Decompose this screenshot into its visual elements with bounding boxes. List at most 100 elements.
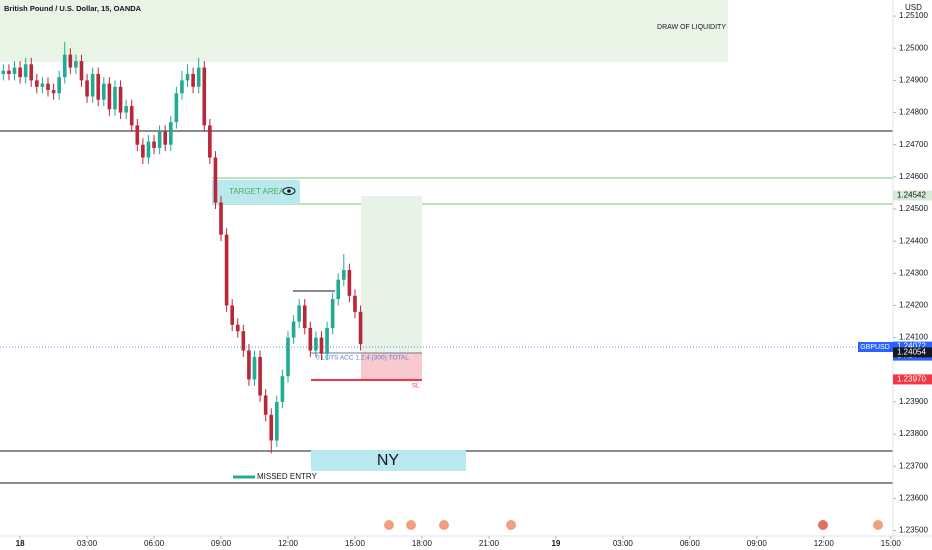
candle-body [57,77,61,94]
candle-body [224,234,229,306]
candle-body [51,90,56,94]
candle-body [269,414,274,441]
y-tick-label: 1.24200 [899,301,928,310]
y-tick-label: 1.24800 [899,108,928,117]
candle-body [46,83,50,91]
candle-body [202,67,207,126]
y-tick-label: 1.23600 [899,493,928,502]
y-tick-label: 1.24900 [899,75,928,84]
candle-body [1,70,6,74]
candle-body [258,356,262,396]
price-label: 1.24054 [897,348,926,357]
candle-body [341,270,346,280]
missed-label: MISSED ENTRY [257,472,318,481]
y-tick-label: 1.24700 [899,140,928,149]
candle-body [185,73,190,81]
price-label-box [893,341,932,352]
x-tick-label: 12:00 [278,539,299,548]
price-label: 1.23970 [897,375,926,384]
y-tick-label: 1.24400 [899,236,928,245]
candle-body [302,305,307,328]
candle-body [12,67,17,74]
candle-body [157,131,162,148]
y-tick-label: 1.24500 [899,204,928,213]
candle-body [347,270,352,296]
price-label: 1.24072 [897,342,926,351]
y-tick-label: 1.24100 [899,333,928,342]
candle-body [163,131,168,145]
profit-zone [361,196,422,353]
candle-body [353,295,357,312]
candle-body [18,67,22,78]
sl-label: SL [412,384,420,390]
x-tick-label: 21:00 [479,539,500,548]
candle-body [79,61,84,81]
event-icons [384,520,883,530]
candle-body [118,86,123,113]
symbol-box [858,342,893,352]
candle-body [40,83,45,87]
price-label-box [893,347,932,358]
eye-icon [287,189,291,193]
candle-body [263,395,268,415]
candle-body [325,327,329,354]
candle-body [230,305,234,325]
symbol-label: GBPUSD [860,344,890,351]
x-tick-label: 06:00 [680,539,701,548]
candle-body [314,337,318,351]
candle-body [129,106,134,126]
y-tick-label: 1.24300 [899,268,928,277]
x-tick-label: 15:00 [345,539,366,548]
x-tick-label: 09:00 [747,539,768,548]
candle-body [74,61,78,68]
candle-body [208,125,212,158]
y-tick-label: 1.25000 [899,43,928,52]
candle-body [319,337,324,354]
candle-body [29,64,34,81]
candle-body [180,80,184,94]
candle-body [141,144,145,158]
candle-body [196,67,201,87]
candle-body [219,202,223,235]
candle-body [336,279,341,300]
candle-body [113,86,117,110]
candle-body [280,376,285,402]
candle-body [23,64,28,78]
price-label: 1.24542 [897,191,926,200]
liquidity-zone [0,0,728,62]
candle-body [135,125,140,145]
x-tick-label: 19 [551,539,560,548]
y-tick-label: 1.23800 [899,429,928,438]
y-tick-label: 1.25100 [899,11,928,20]
y-tick-label: 1.23700 [899,461,928,470]
x-tick-label: 03:00 [613,539,634,548]
x-tick-label: 18:00 [412,539,433,548]
y-tick-label: 1.23900 [899,397,928,406]
x-tick-label: 18 [16,539,25,548]
candle-body [152,141,156,148]
y-tick-label: 1.23500 [899,526,928,535]
x-tick-label: 03:00 [77,539,98,548]
candle-body [308,327,313,351]
price-label-box [893,374,932,385]
candle-body [62,54,67,78]
price-label-box [893,190,932,201]
candle-body [235,324,240,332]
y-tick-label: 1.24600 [899,172,928,181]
candle-body [241,331,246,351]
candle-body [90,73,95,97]
candle-body [96,73,101,100]
candle-body [146,141,151,158]
candle-body [85,80,89,97]
candle-body [275,401,279,441]
candle-body [191,73,195,87]
candle-body [291,321,296,338]
session-label: NY [377,452,400,469]
loss-zone [361,353,422,380]
position-label: 0 LOTS ACC 1,2,4 (300) TOTAL [316,355,409,362]
candle-body [107,83,112,110]
x-tick-label: 15:00 [881,539,902,548]
liquidity-label: DRAW OF LIQUIDITY [657,24,726,31]
candle-body [247,350,251,380]
